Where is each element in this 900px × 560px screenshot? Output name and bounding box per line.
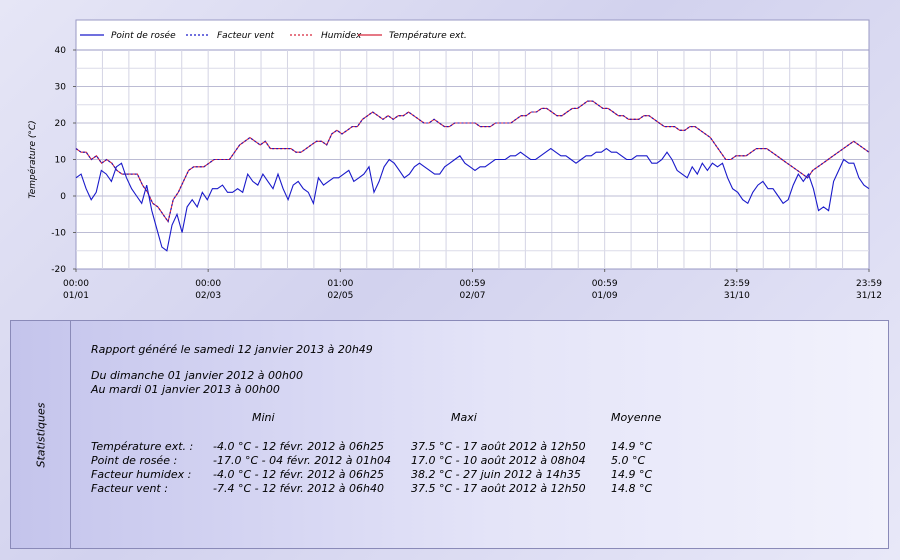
chart-svg: 40 30 20 10 0 -10 -20 Température (°C) 00:00 01/0… bbox=[27, 19, 882, 301]
stat-row-label: Point de rosée : bbox=[91, 454, 178, 467]
stat-row-avg: 14.9 °C bbox=[611, 440, 653, 453]
statistics-body: Rapport généré le samedi 12 janvier 2013… bbox=[91, 321, 888, 548]
y-tick-label: 0 bbox=[60, 192, 66, 202]
statistics-panel: Statistiques Rapport généré le samedi 12… bbox=[10, 320, 889, 549]
stat-row-label: Facteur vent : bbox=[91, 482, 168, 495]
legend-label: Facteur vent bbox=[217, 31, 275, 41]
statistics-tab: Statistiques bbox=[11, 321, 71, 548]
y-tick-label: -20 bbox=[51, 265, 66, 275]
x-tick-time-label: 01:00 bbox=[327, 279, 353, 289]
col-header-min: Mini bbox=[252, 411, 275, 424]
stat-row-max: 37.5 °C - 17 août 2012 à 12h50 bbox=[411, 482, 586, 495]
y-tick-label: 20 bbox=[55, 119, 67, 129]
legend-label: Humidex bbox=[321, 31, 362, 41]
y-tick-label: 30 bbox=[55, 83, 67, 93]
stat-row-avg: 5.0 °C bbox=[611, 454, 646, 467]
report-generated-line: Rapport généré le samedi 12 janvier 2013… bbox=[91, 343, 373, 356]
x-tick-date-label: 31/10 bbox=[724, 291, 750, 301]
legend-label: Point de rosée bbox=[111, 30, 176, 41]
series-line bbox=[75, 147, 870, 252]
x-tick-time-label: 00:59 bbox=[592, 279, 618, 289]
y-tick-label: 10 bbox=[55, 156, 67, 166]
x-tick-time-label: 00:00 bbox=[63, 279, 89, 289]
x-tick-date-label: 02/03 bbox=[195, 291, 221, 301]
legend-label: Température ext. bbox=[389, 30, 467, 41]
x-tick-date-label: 01/09 bbox=[592, 291, 618, 301]
stat-row-label: Température ext. : bbox=[91, 440, 194, 453]
x-tick-date-label: 02/07 bbox=[460, 291, 486, 301]
x-tick-date-label: 02/05 bbox=[327, 291, 353, 301]
stat-row-max: 17.0 °C - 10 août 2012 à 08h04 bbox=[411, 454, 586, 467]
temperature-chart: 40 30 20 10 0 -10 -20 Température (°C) 00:00 01/0… bbox=[27, 19, 882, 301]
stat-row-max: 37.5 °C - 17 août 2012 à 12h50 bbox=[411, 440, 586, 453]
period-to-line: Au mardi 01 janvier 2013 à 00h00 bbox=[91, 383, 280, 396]
y-axis-label: Température (°C) bbox=[27, 120, 38, 198]
col-header-max: Maxi bbox=[451, 411, 477, 424]
legend-box bbox=[75, 19, 870, 51]
stat-row-min: -4.0 °C - 12 févr. 2012 à 06h25 bbox=[213, 440, 384, 453]
stat-row-min: -4.0 °C - 12 févr. 2012 à 06h25 bbox=[213, 468, 384, 481]
x-tick-time-label: 23:59 bbox=[856, 279, 882, 289]
stat-row-min: -7.4 °C - 12 févr. 2012 à 06h40 bbox=[213, 482, 384, 495]
period-from-line: Du dimanche 01 janvier 2012 à 00h00 bbox=[91, 369, 303, 382]
stat-row-max: 38.2 °C - 27 juin 2012 à 14h35 bbox=[411, 468, 581, 481]
stat-row-label: Facteur humidex : bbox=[91, 468, 192, 481]
stat-row-avg: 14.9 °C bbox=[611, 468, 653, 481]
series-line bbox=[75, 100, 870, 223]
x-tick-time-label: 23:59 bbox=[724, 279, 750, 289]
y-tick-label: 40 bbox=[55, 46, 67, 56]
x-tick-time-label: 00:00 bbox=[195, 279, 221, 289]
stat-row-avg: 14.8 °C bbox=[611, 482, 653, 495]
col-header-avg: Moyenne bbox=[611, 411, 662, 424]
y-tick-label: -10 bbox=[51, 229, 66, 239]
x-tick-date-label: 31/12 bbox=[856, 291, 882, 301]
stat-row-min: -17.0 °C - 04 févr. 2012 à 01h04 bbox=[213, 454, 391, 467]
x-tick-date-label: 01/01 bbox=[63, 291, 89, 301]
x-tick-time-label: 00:59 bbox=[460, 279, 486, 289]
statistics-tab-label: Statistiques bbox=[34, 402, 48, 467]
